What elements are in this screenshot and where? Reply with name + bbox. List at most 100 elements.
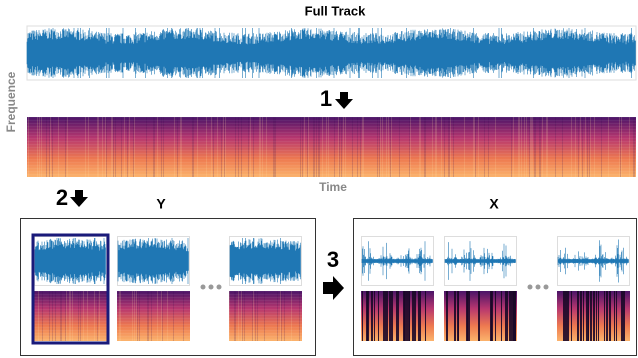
stripe bbox=[606, 291, 608, 341]
stripe bbox=[386, 291, 388, 341]
stripe bbox=[624, 291, 625, 341]
band bbox=[229, 327, 302, 328]
stripe bbox=[478, 291, 480, 341]
band bbox=[34, 333, 107, 334]
band bbox=[229, 321, 302, 322]
stripe bbox=[367, 291, 369, 341]
waveform bbox=[118, 238, 189, 284]
band bbox=[117, 333, 190, 334]
band bbox=[117, 315, 190, 316]
title: Full Track bbox=[305, 3, 366, 18]
band bbox=[229, 333, 302, 334]
stripe bbox=[609, 291, 611, 341]
waveform bbox=[27, 28, 636, 78]
stripe bbox=[622, 291, 624, 341]
stripe bbox=[580, 291, 581, 341]
band bbox=[117, 297, 190, 298]
band bbox=[34, 312, 107, 313]
band bbox=[27, 126, 636, 127]
band bbox=[229, 336, 302, 337]
band bbox=[27, 165, 636, 166]
stripe bbox=[577, 291, 579, 341]
band bbox=[34, 303, 107, 304]
band bbox=[27, 132, 636, 133]
stripe bbox=[396, 291, 397, 341]
band bbox=[229, 291, 302, 292]
stripe bbox=[454, 291, 456, 341]
stripe bbox=[446, 291, 447, 341]
stripe bbox=[568, 291, 569, 341]
stripe bbox=[418, 291, 420, 341]
band bbox=[117, 321, 190, 322]
band bbox=[27, 141, 636, 142]
waveform bbox=[35, 238, 106, 284]
band bbox=[117, 309, 190, 310]
right-arrow bbox=[323, 276, 344, 300]
band bbox=[229, 303, 302, 304]
stripe bbox=[467, 291, 468, 341]
band bbox=[27, 153, 636, 154]
stripe bbox=[469, 291, 470, 341]
band bbox=[34, 339, 107, 340]
stripe bbox=[371, 291, 373, 341]
band bbox=[117, 291, 190, 292]
waveform bbox=[445, 241, 516, 281]
band bbox=[27, 156, 636, 157]
band bbox=[27, 138, 636, 139]
band bbox=[27, 150, 636, 151]
band bbox=[34, 321, 107, 322]
stripe bbox=[414, 291, 416, 341]
band bbox=[34, 300, 107, 301]
band bbox=[27, 171, 636, 172]
waveform bbox=[230, 238, 301, 284]
band bbox=[34, 306, 107, 307]
band bbox=[27, 159, 636, 160]
panel-label: X bbox=[489, 196, 499, 212]
stripe bbox=[362, 291, 363, 341]
stripe bbox=[397, 291, 399, 341]
step-label: 1 bbox=[320, 86, 332, 111]
stripe bbox=[390, 291, 392, 341]
band bbox=[117, 300, 190, 301]
band bbox=[27, 174, 636, 175]
stripe bbox=[509, 291, 511, 341]
band bbox=[27, 162, 636, 163]
down-arrow bbox=[335, 92, 353, 109]
band bbox=[27, 135, 636, 136]
band bbox=[117, 306, 190, 307]
band bbox=[117, 327, 190, 328]
stripe bbox=[420, 291, 421, 341]
band bbox=[34, 318, 107, 319]
stripe bbox=[458, 291, 459, 341]
band bbox=[27, 120, 636, 121]
stripe bbox=[588, 291, 589, 341]
stripe bbox=[409, 291, 410, 341]
stripe bbox=[621, 291, 622, 341]
stripe bbox=[468, 291, 469, 341]
stripe bbox=[565, 291, 566, 341]
band bbox=[229, 312, 302, 313]
stripe bbox=[604, 291, 605, 341]
band bbox=[117, 312, 190, 313]
band bbox=[229, 297, 302, 298]
band bbox=[117, 339, 190, 340]
panel-label: Y bbox=[156, 196, 166, 212]
stripe bbox=[581, 291, 582, 341]
stripe bbox=[383, 291, 385, 341]
stripe bbox=[378, 291, 379, 341]
band bbox=[117, 294, 190, 295]
waveform bbox=[362, 241, 433, 281]
band bbox=[27, 123, 636, 124]
stripe bbox=[425, 291, 426, 341]
band bbox=[34, 294, 107, 295]
stripe bbox=[515, 291, 516, 341]
band bbox=[34, 297, 107, 298]
band bbox=[27, 144, 636, 145]
stripe bbox=[385, 291, 386, 341]
band bbox=[34, 324, 107, 325]
stripe bbox=[412, 291, 414, 341]
stripe bbox=[614, 291, 615, 341]
stripe bbox=[583, 291, 584, 341]
band bbox=[27, 117, 636, 118]
stripe bbox=[511, 291, 512, 341]
